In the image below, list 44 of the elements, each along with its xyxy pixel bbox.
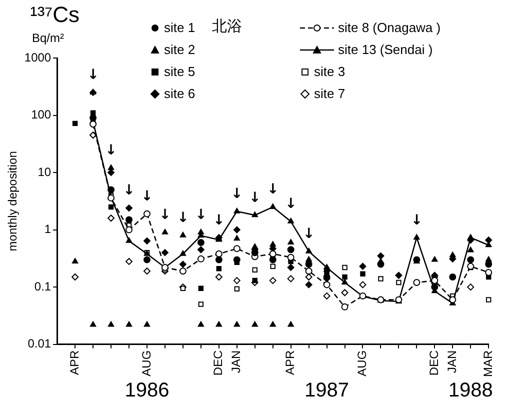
chart-title: ¹³⁷Cs <box>30 2 80 28</box>
chart-subtitle: Bq/m² <box>32 31 64 45</box>
x-tick-label: DEC <box>426 350 441 376</box>
y-tick-label: 100 <box>31 108 52 122</box>
annotation: ↓ <box>284 196 297 212</box>
x-tick-label: AUG <box>139 350 154 376</box>
legend-label: site 7 <box>314 86 346 101</box>
y-axis-title: monthly deposition <box>6 151 20 252</box>
legend-label: site 8 (Onagawa ) <box>338 20 441 35</box>
annotation: ↓ <box>105 142 117 159</box>
annotation: ↓ <box>249 190 261 206</box>
legend-label: site 5 <box>164 64 196 79</box>
annotation: ↓ <box>302 226 315 242</box>
annotation: ↓ <box>87 67 99 84</box>
legend-label: site 1 <box>164 20 196 35</box>
x-tick-label: APR <box>283 350 298 376</box>
x2-tick-label: 1988 <box>448 380 493 402</box>
x-tick-label: MAR <box>480 350 495 378</box>
x-tick-label: APR <box>67 350 82 376</box>
annotation: ↓ <box>410 212 423 228</box>
y-tick-label: 1000 <box>24 50 52 64</box>
x-tick-label: AUG <box>355 350 370 376</box>
annotation: ↓ <box>266 182 279 198</box>
y-tick-label: 1 <box>44 222 52 236</box>
legend-label: site 3 <box>314 64 346 79</box>
x2-tick-label: 1987 <box>304 380 350 402</box>
x-tick-label: JAN <box>444 350 459 374</box>
annotation: ↓ <box>195 207 207 224</box>
y-tick-label: 0.1 <box>34 279 52 294</box>
y-tick-label: 10 <box>38 164 52 179</box>
text: 北浴 <box>212 17 242 36</box>
x2-tick-label: 1986 <box>124 380 170 402</box>
legend-label: site 13 (Sendai ) <box>338 42 433 57</box>
annotation: ↓ <box>141 188 153 204</box>
annotation: ↓ <box>231 186 243 202</box>
annotation: ↓ <box>177 210 189 226</box>
annotation: ↓ <box>123 182 135 199</box>
legend-label: site 2 <box>164 42 196 57</box>
annotation: ↓ <box>159 207 171 224</box>
y-tick-label: 0.01 <box>28 336 52 351</box>
annotation: ↓ <box>213 212 225 228</box>
x-tick-label: DEC <box>211 350 226 376</box>
x-tick-label: JAN <box>229 350 244 374</box>
legend-label: site 6 <box>164 86 196 101</box>
